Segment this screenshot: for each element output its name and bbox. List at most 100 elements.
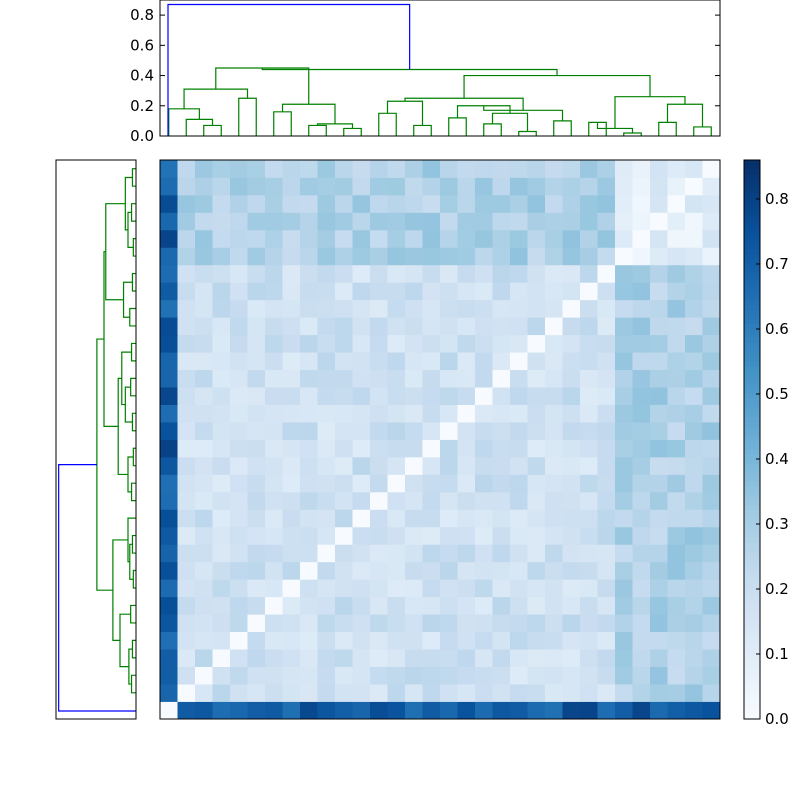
heatmap-cell bbox=[580, 509, 598, 528]
heatmap-cell bbox=[370, 194, 388, 213]
heatmap-cell bbox=[580, 614, 598, 633]
heatmap-cell bbox=[597, 561, 616, 580]
heatmap-cell bbox=[212, 491, 231, 510]
heatmap-cell bbox=[282, 229, 301, 248]
heatmap-cell bbox=[405, 684, 423, 702]
colorbar-step bbox=[744, 369, 760, 375]
heatmap-cell bbox=[247, 194, 266, 213]
heatmap-cell bbox=[265, 404, 283, 423]
heatmap-cell bbox=[650, 666, 668, 685]
heatmap-cell bbox=[370, 439, 388, 458]
heatmap-cell bbox=[545, 649, 563, 667]
heatmap-cell bbox=[230, 422, 248, 440]
heatmap-cell bbox=[510, 561, 528, 580]
heatmap-cell bbox=[422, 264, 441, 283]
heatmap-cell bbox=[685, 212, 703, 231]
heatmap-cell bbox=[317, 212, 336, 231]
heatmap-cell bbox=[615, 229, 633, 248]
heatmap-cell bbox=[597, 544, 616, 563]
heatmap-cell bbox=[492, 229, 511, 248]
heatmap-cell bbox=[247, 684, 266, 702]
heatmap-cell bbox=[527, 352, 546, 371]
heatmap-cell bbox=[527, 666, 546, 685]
heatmap-cell bbox=[492, 666, 511, 685]
heatmap-cell bbox=[457, 491, 476, 510]
heatmap-cell bbox=[632, 404, 651, 423]
heatmap-cell bbox=[597, 299, 616, 318]
heatmap-cell bbox=[650, 422, 668, 440]
heatmap-cell bbox=[457, 404, 476, 423]
heatmap-cell bbox=[422, 404, 441, 423]
heatmap-cell bbox=[230, 474, 248, 493]
heatmap-cell bbox=[300, 264, 318, 283]
heatmap-cell bbox=[492, 579, 511, 598]
heatmap-cell bbox=[247, 264, 266, 283]
colorbar-step bbox=[744, 500, 760, 506]
heatmap-cell bbox=[335, 701, 353, 720]
heatmap-cell bbox=[492, 491, 511, 510]
heatmap-cell bbox=[580, 334, 598, 353]
heatmap-cell bbox=[685, 649, 703, 667]
heatmap-cell bbox=[370, 212, 388, 231]
heatmap-cell bbox=[282, 264, 301, 283]
heatmap-cell bbox=[702, 456, 721, 475]
heatmap-cell bbox=[230, 614, 248, 633]
dendrogram-link bbox=[124, 386, 133, 423]
heatmap-cell bbox=[457, 422, 476, 440]
heatmap-cell bbox=[160, 264, 178, 283]
heatmap-cell bbox=[335, 387, 353, 405]
heatmap-cell bbox=[247, 177, 266, 196]
heatmap-cell bbox=[457, 509, 476, 528]
heatmap-cell bbox=[475, 334, 493, 353]
heatmap-cell bbox=[597, 526, 616, 545]
heatmap-cell bbox=[177, 317, 196, 336]
dendrogram-link bbox=[130, 342, 136, 362]
heatmap-cell bbox=[352, 160, 371, 178]
colorbar-step bbox=[744, 290, 760, 296]
heatmap-cell bbox=[702, 614, 721, 633]
heatmap-cell bbox=[370, 299, 388, 318]
heatmap-cell bbox=[667, 247, 686, 266]
heatmap-cell bbox=[195, 299, 213, 318]
heatmap-cell bbox=[545, 509, 563, 528]
heatmap-cell bbox=[475, 666, 493, 685]
heatmap-cell bbox=[580, 544, 598, 563]
heatmap-cell bbox=[597, 194, 616, 213]
colorbar-step bbox=[744, 346, 760, 352]
heatmap-cell bbox=[702, 649, 721, 667]
heatmap-cell bbox=[282, 561, 301, 580]
colorbar-step bbox=[744, 262, 760, 268]
heatmap-cell bbox=[370, 684, 388, 702]
heatmap-cell bbox=[422, 422, 441, 440]
colorbar-step bbox=[744, 705, 760, 711]
heatmap-cell bbox=[300, 666, 318, 685]
heatmap-cell bbox=[177, 579, 196, 598]
heatmap-cell bbox=[230, 456, 248, 475]
heatmap-cell bbox=[195, 701, 213, 720]
heatmap-cell bbox=[545, 491, 563, 510]
colorbar-step bbox=[744, 374, 760, 380]
heatmap-cell bbox=[632, 282, 651, 301]
heatmap-cell bbox=[335, 509, 353, 528]
heatmap-cell bbox=[475, 701, 493, 720]
heatmap-cell bbox=[457, 264, 476, 283]
heatmap-cell bbox=[475, 160, 493, 178]
heatmap-cell bbox=[300, 369, 318, 388]
heatmap-cell bbox=[632, 596, 651, 615]
heatmap-cell bbox=[702, 282, 721, 301]
heatmap-cell bbox=[387, 334, 406, 353]
heatmap-cell bbox=[492, 614, 511, 633]
colorbar-step bbox=[744, 406, 760, 413]
heatmap-cell bbox=[667, 299, 686, 318]
heatmap-cell bbox=[492, 684, 511, 702]
heatmap-cell bbox=[597, 474, 616, 493]
top-dendrogram: 0.0 0.2 0.4 0.6 0.8 bbox=[130, 0, 721, 145]
heatmap-cell bbox=[422, 456, 441, 475]
heatmap-cell bbox=[615, 404, 633, 423]
heatmap-cell bbox=[247, 544, 266, 563]
heatmap-cell bbox=[177, 194, 196, 213]
heatmap-cell bbox=[562, 544, 581, 563]
heatmap-cell bbox=[580, 701, 598, 720]
heatmap-cell bbox=[580, 194, 598, 213]
heatmap-cell bbox=[177, 474, 196, 493]
